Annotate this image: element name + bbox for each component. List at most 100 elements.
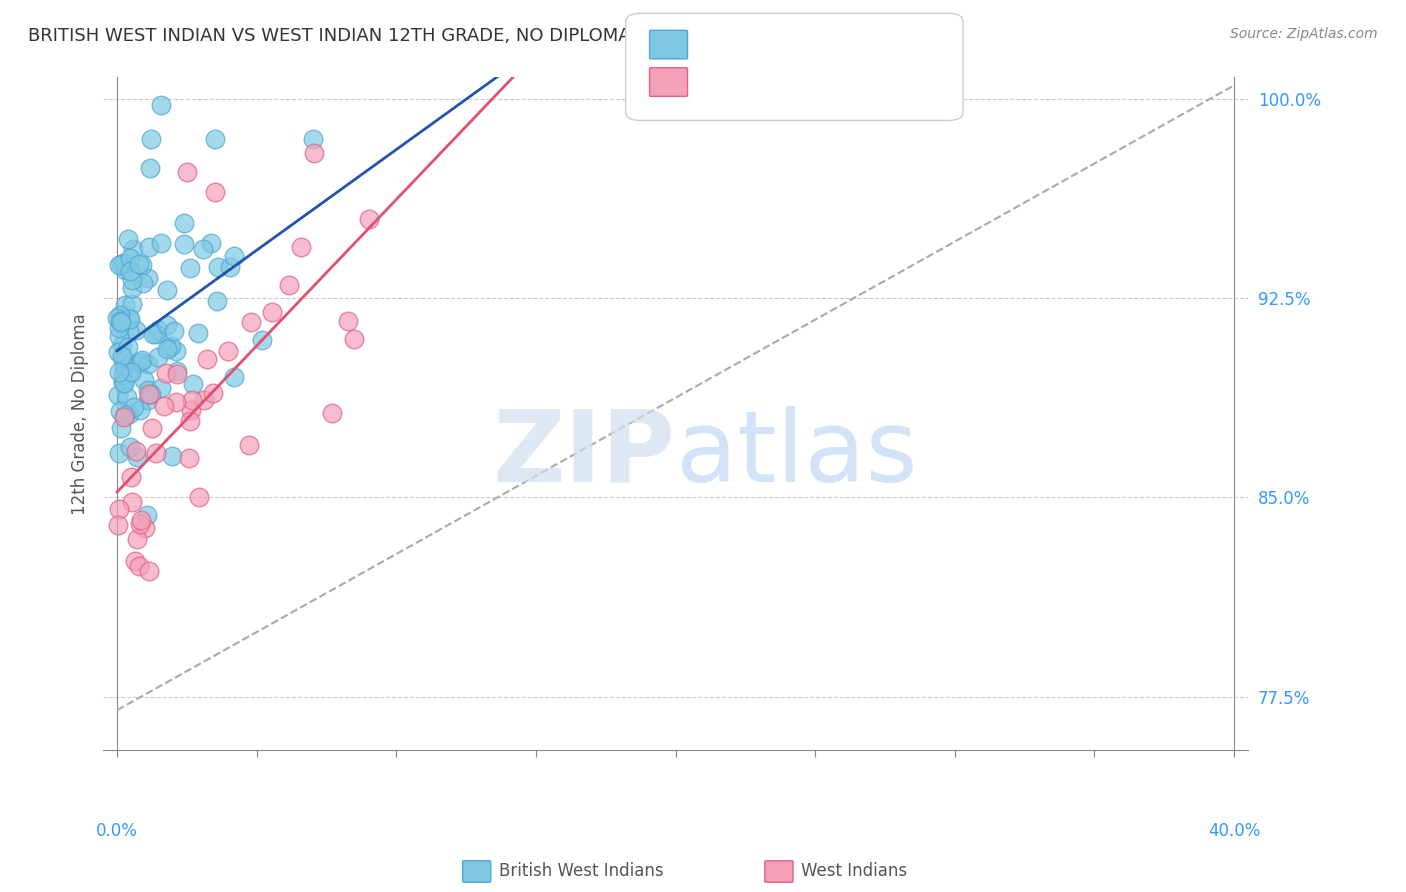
Point: [125, 532, 148, 546]
Point: [112, 362, 135, 376]
Point: [180, 392, 202, 407]
Point: [107, 258, 129, 272]
Text: N =: N =: [787, 35, 824, 53]
Point: [176, 165, 198, 179]
Point: [108, 314, 131, 328]
Point: [149, 235, 172, 250]
Point: [136, 271, 159, 285]
Text: 43: 43: [811, 72, 835, 90]
Text: British West Indians: British West Indians: [499, 863, 664, 880]
Point: [139, 161, 162, 176]
Point: [136, 508, 159, 523]
Text: Source: ZipAtlas.com: Source: ZipAtlas.com: [1230, 27, 1378, 41]
Text: 0.0%: 0.0%: [96, 822, 138, 839]
Point: [262, 305, 284, 319]
Point: [217, 344, 239, 359]
Point: [162, 449, 184, 463]
Point: [150, 98, 173, 112]
Point: [179, 414, 201, 428]
Point: [108, 321, 131, 335]
Point: [224, 249, 246, 263]
Point: [120, 469, 142, 483]
Point: [156, 318, 179, 333]
Point: [125, 450, 148, 465]
Point: [125, 444, 148, 458]
Text: atlas: atlas: [675, 406, 917, 502]
Point: [205, 294, 228, 309]
Point: [118, 440, 141, 454]
Point: [252, 333, 274, 347]
Point: [108, 404, 131, 418]
Point: [118, 311, 141, 326]
Point: [127, 356, 149, 370]
Point: [108, 502, 131, 516]
Point: [114, 298, 136, 312]
Point: [122, 400, 145, 414]
Point: [111, 376, 134, 390]
Point: [108, 308, 131, 322]
Point: [111, 352, 134, 367]
Point: [155, 366, 177, 380]
Point: [188, 491, 211, 505]
Point: [195, 351, 218, 366]
Point: [118, 312, 141, 326]
Point: [302, 145, 325, 160]
Point: [239, 315, 262, 329]
Point: [141, 420, 163, 434]
Point: [121, 297, 143, 311]
Point: [238, 437, 260, 451]
Point: [301, 131, 323, 145]
Point: [120, 365, 142, 379]
Point: [128, 559, 150, 574]
Point: [191, 242, 214, 256]
Point: [114, 409, 136, 423]
Point: [278, 277, 301, 292]
Point: [138, 357, 160, 371]
Point: [129, 517, 152, 532]
Point: [153, 400, 176, 414]
Point: [110, 421, 132, 435]
Point: [224, 370, 246, 384]
Point: [201, 386, 224, 401]
Point: [121, 494, 143, 508]
Text: R =: R =: [696, 35, 733, 53]
Text: 93: 93: [811, 35, 835, 53]
Point: [156, 283, 179, 297]
Text: West Indians: West Indians: [801, 863, 907, 880]
Point: [129, 355, 152, 369]
Point: [112, 376, 135, 390]
Point: [148, 323, 170, 337]
Point: [112, 409, 135, 424]
Text: 40.0%: 40.0%: [1208, 822, 1260, 839]
Point: [149, 381, 172, 395]
Point: [136, 383, 159, 397]
Point: [165, 344, 187, 359]
Point: [111, 337, 134, 351]
Point: [173, 236, 195, 251]
Text: N =: N =: [787, 72, 824, 90]
Point: [131, 352, 153, 367]
Point: [207, 260, 229, 274]
Point: [121, 243, 143, 257]
Point: [112, 368, 135, 382]
Point: [124, 554, 146, 568]
Point: [108, 365, 131, 379]
Point: [138, 565, 160, 579]
Point: [290, 239, 312, 253]
Point: [111, 349, 134, 363]
Point: [165, 394, 187, 409]
Point: [138, 239, 160, 253]
Point: [343, 332, 366, 346]
Point: [204, 185, 226, 199]
Point: [125, 322, 148, 336]
Point: [166, 363, 188, 377]
Point: [118, 407, 141, 421]
Text: 0.235: 0.235: [721, 35, 773, 53]
Point: [110, 257, 132, 271]
Point: [337, 314, 360, 328]
Point: [118, 365, 141, 379]
Point: [112, 376, 135, 391]
Point: [136, 392, 159, 407]
Point: [107, 518, 129, 533]
Point: [148, 350, 170, 364]
